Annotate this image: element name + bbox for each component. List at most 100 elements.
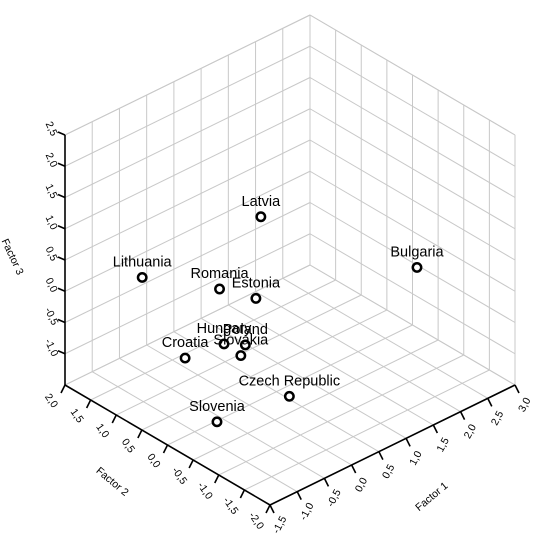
y-tick-mark [137, 429, 143, 439]
x-tick-mark [296, 491, 302, 501]
side-wall-grid-line [309, 77, 516, 198]
z-axis-title: Factor 3 [0, 237, 26, 277]
side-wall-grid-line [309, 202, 516, 323]
point-label: Romania [191, 266, 250, 282]
y-tick-mark [214, 474, 220, 484]
y-tick-label: 1,5 [68, 406, 86, 425]
point-label: Latvia [242, 194, 282, 210]
z-tick-mark [57, 256, 66, 261]
x-tick-mark [459, 411, 466, 421]
floor-grid-line [244, 369, 490, 491]
x-tick-mark [514, 384, 520, 394]
y-tick-mark [85, 399, 92, 409]
z-tick-label: 1,0 [43, 214, 60, 232]
x-tick-mark [487, 397, 493, 407]
data-point [218, 338, 230, 350]
z-tick-label: 0,0 [43, 276, 60, 294]
floor-grid-line [192, 339, 439, 461]
data-point [283, 390, 295, 402]
back-wall-grid-line [64, 233, 311, 355]
side-wall-grid-line [309, 233, 516, 355]
point-label: Hungary [197, 321, 253, 337]
point-label: Slovakia [213, 333, 269, 349]
y-tick-label: -0,5 [169, 465, 189, 487]
x-tick-label: -1,0 [297, 501, 316, 523]
x-tick-label: 3,0 [516, 396, 533, 415]
y-tick-mark [111, 414, 117, 424]
y-tick-mark [60, 384, 66, 394]
z-tick-mark [57, 131, 66, 136]
point-label: Estonia [232, 275, 281, 291]
data-point [235, 350, 247, 362]
point-label: Poland [223, 322, 268, 338]
z-tick-mark [57, 225, 66, 230]
data-point [179, 352, 191, 364]
floor-grid-line [167, 324, 413, 446]
frame-edge [64, 14, 311, 136]
y-tick-label: 0,0 [145, 451, 163, 470]
x-tick-label: -0,5 [325, 487, 344, 509]
z-tick-mark [57, 162, 66, 167]
x-axis-title: Factor 1 [413, 480, 450, 514]
x-tick-mark [323, 477, 330, 487]
point-label: Czech Republic [239, 373, 341, 389]
floor-grid-line [218, 354, 464, 476]
back-wall-grid-line [64, 139, 311, 261]
y-tick-label: 2,0 [42, 391, 60, 410]
back-wall-grid-line [64, 264, 311, 386]
point-label: Croatia [162, 335, 210, 351]
point-label: Lithuania [113, 254, 173, 270]
z-tick-mark [57, 350, 66, 355]
back-wall-grid-line [64, 202, 311, 323]
side-wall-grid-line [309, 264, 516, 386]
z-tick-label: -1,0 [42, 337, 61, 359]
side-wall-grid-line [309, 45, 516, 167]
x-tick-label: 0,0 [353, 476, 371, 495]
floor-grid-line [141, 309, 388, 431]
side-wall-grid-line [309, 139, 516, 261]
x-tick-label: 2,5 [489, 409, 507, 428]
data-point [136, 272, 148, 283]
z-tick-label: 2,0 [43, 151, 60, 169]
y-tick-label: 0,5 [119, 436, 137, 455]
point-label: Bulgaria [390, 244, 444, 260]
x-tick-mark [405, 437, 411, 447]
z-tick-label: 2,5 [43, 120, 60, 138]
x-tick-mark [350, 464, 357, 474]
data-point [255, 211, 267, 223]
x-tick-label: -1,5 [270, 514, 289, 536]
data-point [411, 261, 423, 273]
y-tick-mark [188, 459, 194, 469]
y-tick-label: -2,0 [246, 510, 266, 532]
back-wall-grid-line [64, 170, 311, 292]
back-wall-grid-line [64, 108, 311, 230]
side-wall-grid-line [309, 108, 516, 230]
data-point [211, 416, 223, 428]
back-wall-grid-line [64, 77, 311, 198]
back-wall-grid-line [64, 45, 311, 167]
x-tick-label: 1,5 [434, 436, 452, 455]
x-axis-line [269, 384, 516, 506]
chart-axes [57, 131, 520, 514]
y-tick-label: -1,0 [195, 480, 215, 502]
z-tick-mark [57, 193, 66, 199]
data-point [214, 283, 225, 295]
z-tick-mark [57, 287, 66, 292]
z-tick-mark [57, 318, 66, 324]
x-tick-mark [269, 504, 275, 514]
y-tick-mark [265, 504, 271, 514]
x-tick-mark [378, 451, 384, 461]
point-label: Slovenia [189, 399, 246, 415]
x-tick-label: 0,5 [380, 462, 398, 481]
y-tick-label: 1,0 [93, 421, 111, 440]
y-tick-mark [239, 489, 246, 499]
z-tick-label: -0,5 [42, 306, 61, 328]
data-point [239, 339, 251, 351]
z-tick-label: 1,5 [43, 182, 60, 200]
y-axis-title: Factor 2 [94, 465, 131, 499]
x-tick-label: 2,0 [462, 422, 480, 441]
data-point [250, 292, 262, 304]
data-points [136, 211, 423, 428]
